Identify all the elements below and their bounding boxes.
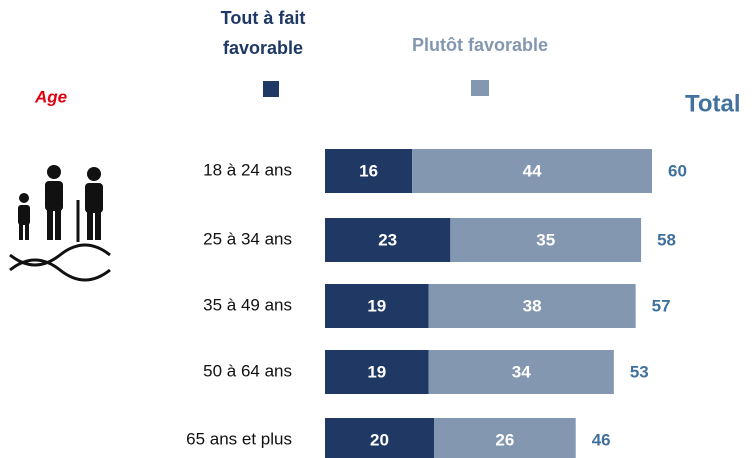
value-label: 19 — [367, 362, 386, 381]
total-label: 46 — [592, 430, 611, 449]
bar-segment — [428, 284, 636, 328]
value-label: 19 — [367, 296, 386, 315]
bar-segment — [325, 149, 413, 193]
legend-swatch — [263, 81, 279, 97]
value-label: 38 — [523, 296, 542, 315]
value-label: 23 — [378, 230, 397, 249]
category-label: 18 à 24 ans — [203, 160, 292, 179]
total-header: Total — [685, 90, 741, 117]
value-label: 35 — [536, 230, 555, 249]
category-label: 65 ans et plus — [186, 429, 292, 448]
total-label: 60 — [668, 161, 687, 180]
bar-segment — [428, 350, 614, 394]
age-icon — [9, 165, 111, 282]
category-label: 50 à 64 ans — [203, 361, 292, 380]
bar-segment — [412, 149, 652, 193]
legend-label: Plutôt favorable — [411, 35, 549, 55]
legend-swatch — [471, 80, 489, 96]
value-label: 16 — [359, 161, 378, 180]
legend-label: Tout à fait favorable — [220, 8, 306, 58]
group-label: Age — [34, 87, 67, 106]
bar-segment — [450, 218, 642, 262]
value-label: 34 — [512, 362, 531, 381]
value-label: 26 — [495, 430, 514, 449]
bar-segment — [325, 418, 434, 458]
bar-segment — [434, 418, 576, 458]
bar-segment — [325, 350, 429, 394]
category-label: 35 à 49 ans — [203, 295, 292, 314]
total-label: 57 — [652, 296, 671, 315]
value-label: 20 — [370, 430, 389, 449]
value-label: 44 — [523, 161, 542, 180]
total-label: 58 — [657, 230, 676, 249]
bar-segment — [325, 284, 429, 328]
category-label: 25 à 34 ans — [203, 229, 292, 248]
bar-segment — [325, 218, 451, 262]
total-label: 53 — [630, 362, 649, 381]
